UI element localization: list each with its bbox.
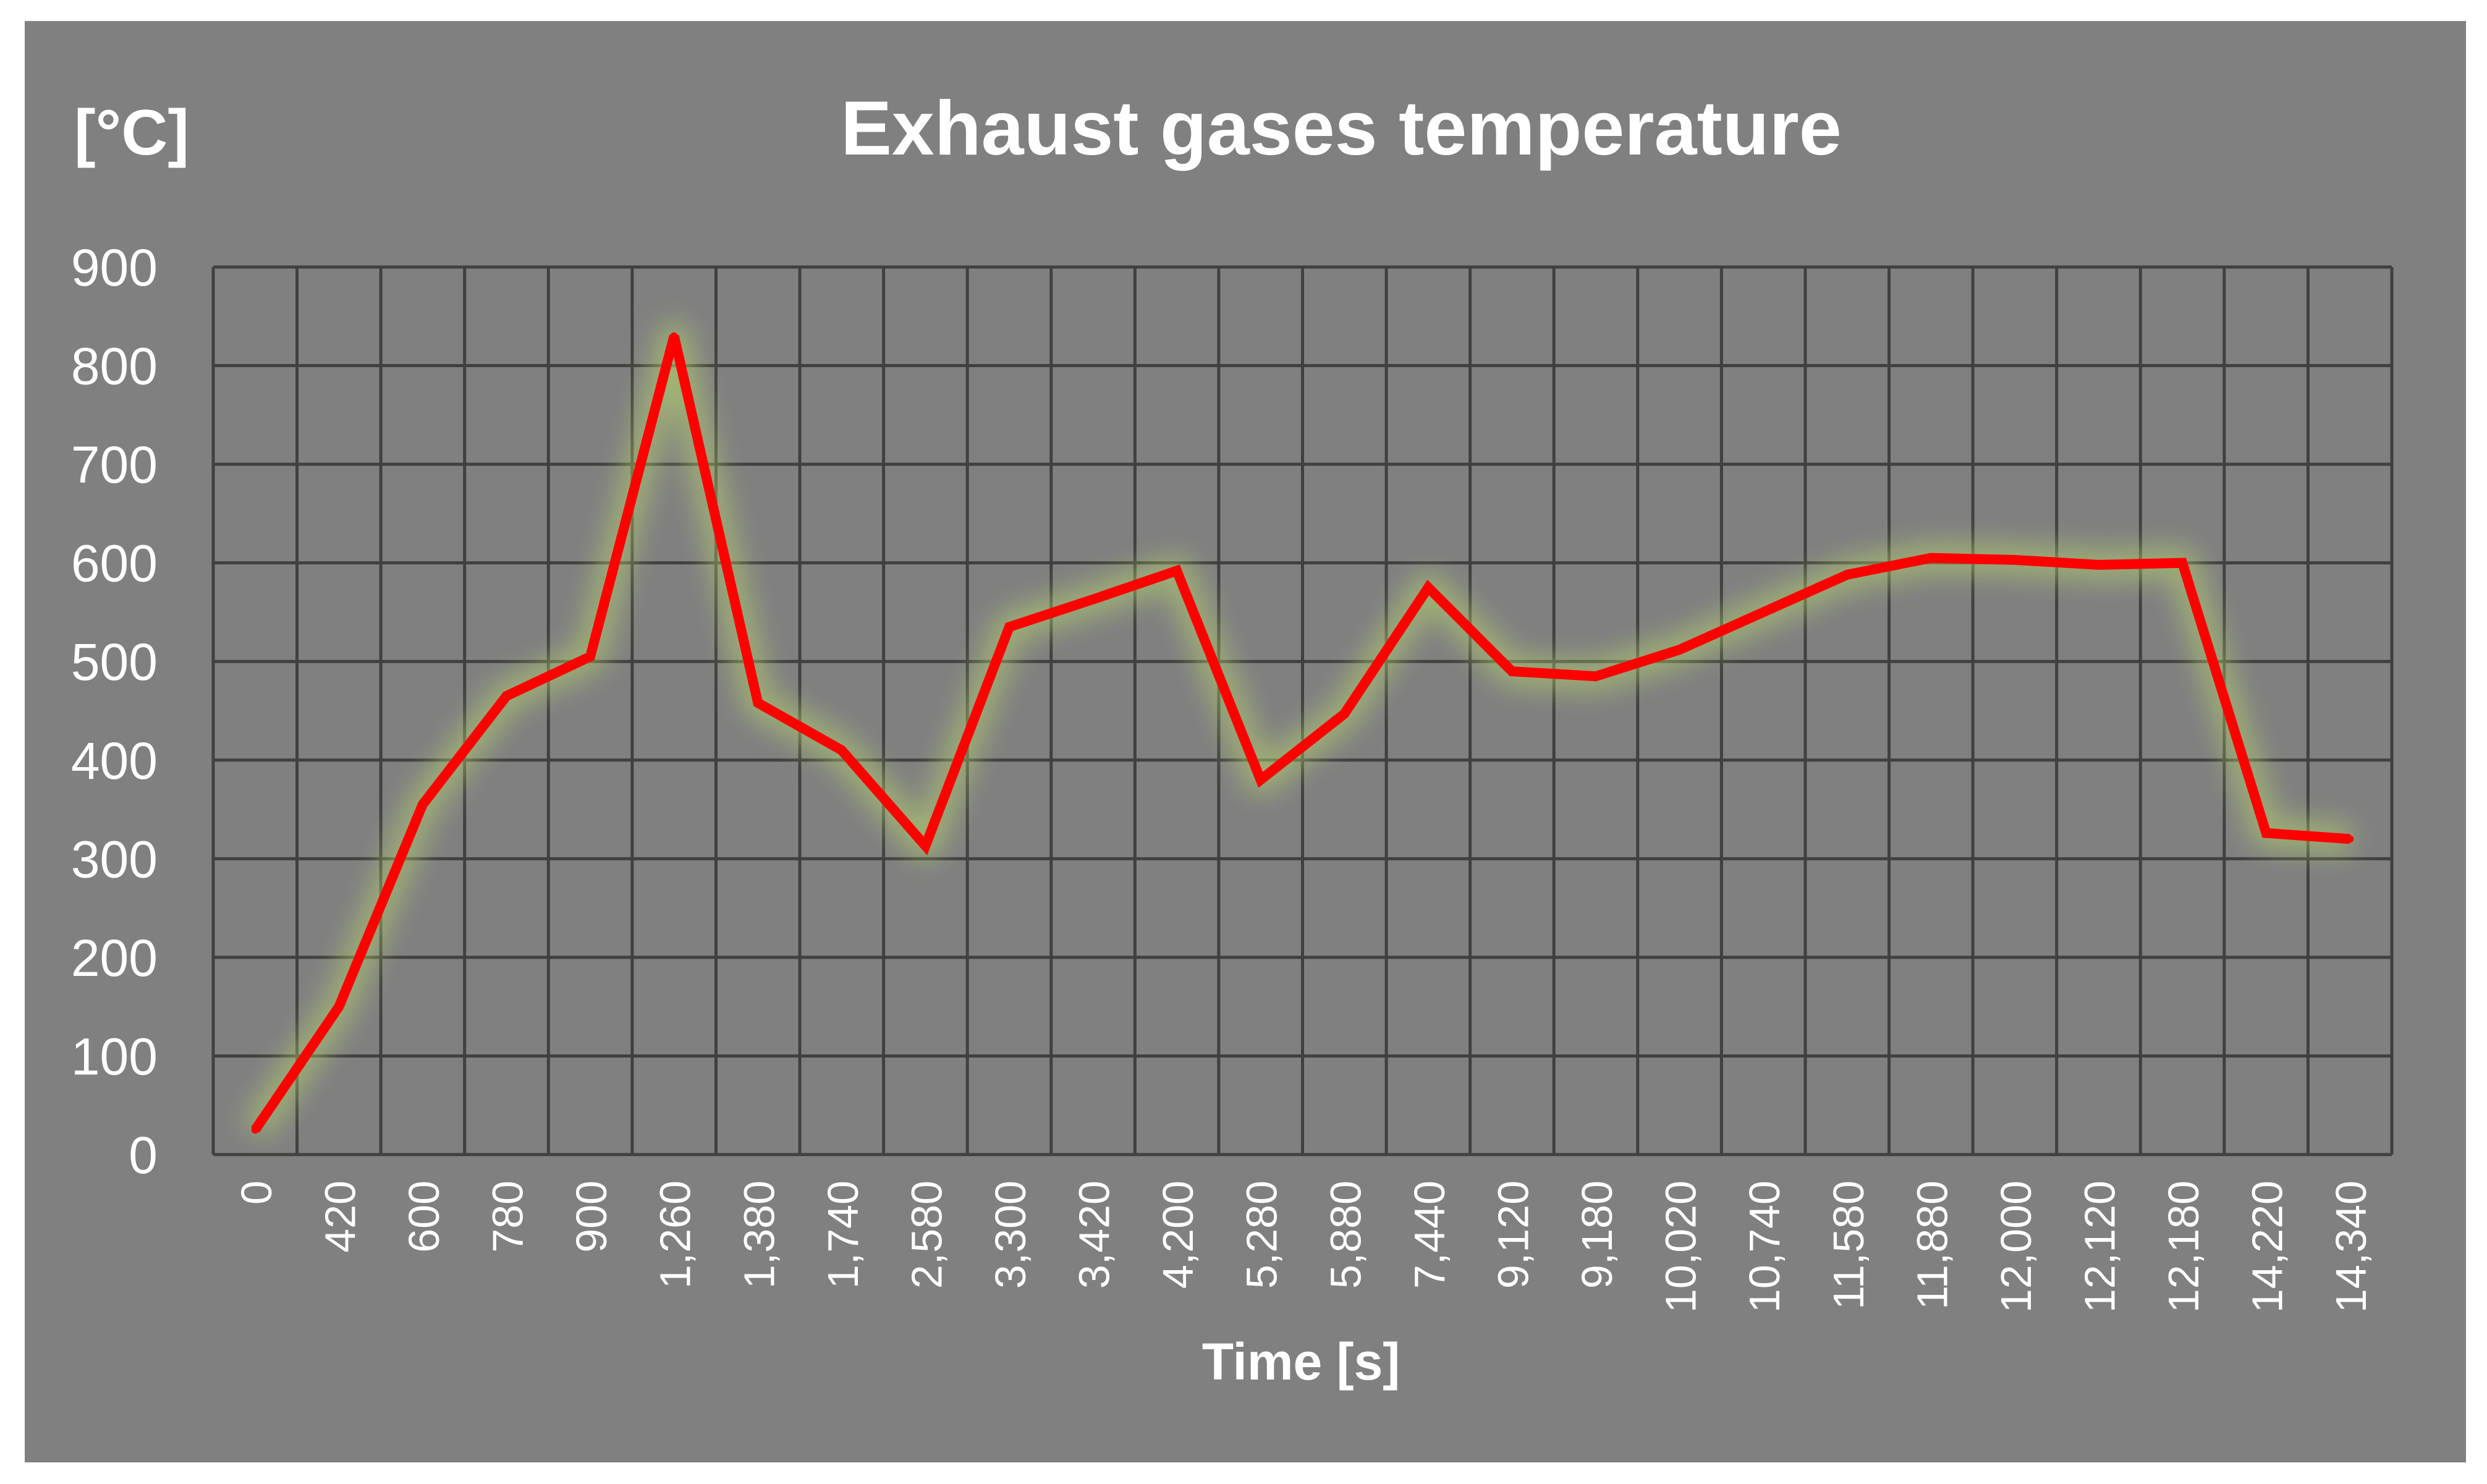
series-temperature	[244, 322, 2354, 1138]
x-axis-tick-labels: 0 420 600 780 900 1,260 1,380 1,740 2,580 3,300 3,…	[232, 1181, 2375, 1313]
data-point	[1927, 554, 1935, 562]
y-tick-label: 100	[71, 1027, 158, 1085]
x-tick-label: 10,740	[1740, 1181, 1789, 1313]
x-tick-label: 900	[567, 1181, 616, 1253]
x-tick-label: 780	[484, 1181, 532, 1253]
y-tick-label: 200	[71, 929, 158, 987]
y-tick-label: 400	[71, 732, 158, 790]
y-tick-label: 700	[71, 436, 158, 494]
data-point	[335, 1003, 343, 1011]
x-tick-label: 12,120	[2075, 1181, 2124, 1313]
data-point	[2095, 561, 2103, 569]
data-point	[754, 699, 762, 707]
data-point	[837, 746, 845, 754]
data-point	[2179, 559, 2187, 567]
x-tick-label: 1,260	[651, 1181, 700, 1289]
x-tick-label: 1,380	[735, 1181, 783, 1289]
data-point	[1592, 672, 1600, 681]
x-tick-label: 9,180	[1573, 1181, 1621, 1289]
data-point	[1341, 710, 1349, 718]
series-line	[251, 334, 2350, 1133]
x-tick-label: 420	[316, 1181, 364, 1253]
y-tick-label: 800	[71, 337, 158, 396]
x-tick-label: 600	[400, 1181, 448, 1253]
x-tick-label: 0	[232, 1181, 281, 1205]
y-tick-label: 300	[71, 830, 158, 888]
x-tick-label: 7,440	[1405, 1181, 1454, 1289]
data-point	[1256, 776, 1265, 784]
chart-title: Exhaust gases temperature	[841, 86, 1842, 171]
x-tick-label: 14,340	[2327, 1181, 2375, 1313]
x-tick-label: 3,300	[986, 1181, 1035, 1289]
y-axis-unit-label: [°C]	[74, 97, 189, 169]
data-point	[418, 800, 426, 808]
x-tick-label: 14,220	[2243, 1181, 2292, 1313]
x-tick-label: 10,020	[1657, 1181, 1705, 1313]
data-point	[670, 332, 678, 340]
data-point	[251, 1126, 259, 1134]
x-tick-label: 4,200	[1154, 1181, 1202, 1289]
y-axis-tick-labels: 0 100 200 300 400 500 600 700 800 900	[71, 239, 158, 1184]
data-point	[1424, 583, 1432, 591]
x-axis-title: Time [s]	[1202, 1333, 1400, 1391]
data-point	[1089, 595, 1097, 603]
data-point	[587, 653, 595, 661]
data-point	[1676, 646, 1684, 654]
x-tick-label: 12,180	[2159, 1181, 2208, 1313]
x-tick-label: 3,420	[1070, 1181, 1119, 1289]
data-point	[2262, 829, 2270, 837]
x-tick-label: 12,000	[1992, 1181, 2040, 1313]
x-tick-label: 5,280	[1238, 1181, 1286, 1289]
data-point	[1005, 623, 1013, 631]
data-point	[1843, 570, 1851, 579]
x-tick-label: 9,120	[1489, 1181, 1537, 1289]
x-tick-label: 2,580	[902, 1181, 951, 1289]
y-tick-label: 0	[129, 1126, 158, 1184]
y-tick-label: 900	[71, 239, 158, 297]
x-tick-label: 11,580	[1824, 1181, 1873, 1310]
data-point	[502, 692, 511, 700]
data-point	[1173, 567, 1181, 575]
data-point	[1760, 608, 1768, 616]
x-tick-label: 1,740	[819, 1181, 867, 1289]
data-point	[1508, 668, 1516, 676]
x-tick-label: 11,880	[1908, 1181, 1956, 1310]
data-point	[2010, 556, 2019, 564]
x-tick-label: 5,880	[1321, 1181, 1370, 1289]
y-tick-label: 500	[71, 633, 158, 691]
data-point	[2346, 835, 2354, 843]
y-tick-label: 600	[71, 535, 158, 593]
data-point	[922, 842, 930, 850]
